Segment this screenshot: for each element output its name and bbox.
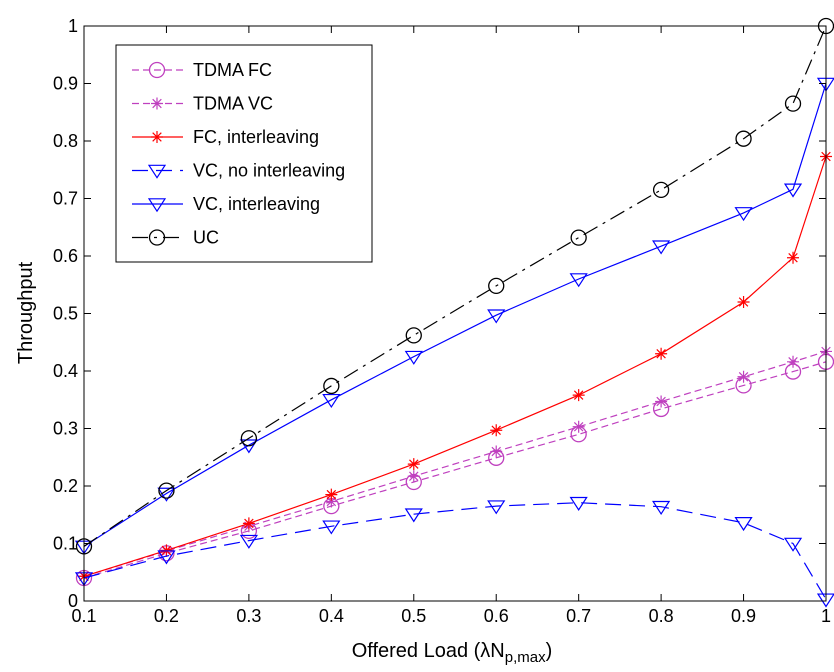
x-tick-label: 0.6 (484, 606, 509, 626)
data-point (787, 355, 800, 368)
legend: TDMA FC TDMA VC FC, interleaving VC, no int… (115, 44, 373, 263)
data-point (323, 377, 340, 395)
data-point (572, 420, 585, 433)
legend-marker (151, 131, 163, 143)
data-point (404, 508, 423, 523)
data-point (158, 482, 175, 499)
y-tick-label: 0.7 (53, 189, 78, 209)
y-tick-label: 0.6 (53, 246, 78, 266)
y-tick-label: 0.9 (53, 74, 78, 94)
y-axis-label: Throughput (15, 261, 37, 364)
legend-label: FC, interleaving (193, 127, 319, 147)
data-point (783, 183, 803, 198)
legend-marker (148, 229, 166, 246)
data-point (652, 500, 671, 516)
data-point (322, 520, 341, 535)
data-point (572, 389, 585, 402)
data-point (734, 517, 753, 532)
y-tick-label: 0.8 (53, 131, 78, 151)
x-tick-label: 0.8 (649, 606, 674, 626)
y-tick-label: 0.1 (53, 534, 78, 554)
data-point (734, 207, 753, 222)
data-point (242, 517, 255, 530)
data-point (655, 347, 668, 360)
x-axis-label: Offered Load (λNp,max) (352, 640, 553, 666)
x-tick-label: 0.3 (236, 606, 261, 626)
data-point (157, 550, 176, 565)
data-point (784, 95, 802, 112)
legend-entry: TDMA FC (132, 60, 272, 80)
series-line (83, 361, 827, 579)
x-tick-label: 0.5 (401, 606, 426, 626)
tick-layer: 0.1 0.2 0.3 0.4 0.5 0.6 0.7 0.8 0.9 100.10.20.30.… (53, 16, 831, 626)
data-point (157, 487, 176, 502)
data-point (239, 534, 258, 549)
data-point (487, 500, 506, 515)
data-point (569, 273, 588, 288)
legend-entry: VC, no interleaving (132, 161, 345, 181)
series-line (83, 502, 827, 600)
data-point (325, 488, 338, 501)
legend-marker (147, 198, 167, 213)
data-point (652, 240, 671, 255)
x-tick-label: 0.4 (319, 606, 344, 626)
y-tick-label: 0.4 (53, 361, 78, 381)
data-point (787, 251, 800, 264)
legend-entry: VC, interleaving (132, 194, 320, 214)
series-line (83, 25, 827, 547)
data-point (655, 395, 668, 408)
legend-entry: TDMA VC (132, 94, 273, 114)
series-line (83, 83, 827, 547)
data-point (652, 181, 670, 199)
data-point (490, 424, 503, 437)
x-axis-label-subscript: p,max (505, 649, 546, 666)
series-4 (74, 496, 834, 608)
y-tick-label: 0.3 (53, 419, 78, 439)
plot-frame (83, 25, 827, 602)
y-tick-label: 0 (68, 591, 78, 611)
data-point (404, 350, 423, 365)
legend-label: VC, interleaving (193, 194, 320, 214)
data-point (487, 309, 506, 324)
data-point (735, 130, 752, 147)
x-tick-label: 0.7 (566, 606, 591, 626)
data-point (407, 458, 420, 471)
x-tick-label: 0.9 (731, 606, 756, 626)
series-layer (74, 17, 834, 608)
x-tick-label: 0.1 (71, 606, 96, 626)
data-point (488, 277, 505, 295)
legend-label: TDMA VC (193, 94, 273, 114)
y-tick-label: 0.5 (53, 304, 78, 324)
legend-label: UC (193, 228, 219, 248)
data-point (570, 229, 587, 246)
x-tick-label: 0.2 (154, 606, 179, 626)
x-tick-label: 1 (821, 606, 831, 626)
data-point (737, 296, 750, 308)
legend-label: TDMA FC (193, 60, 272, 80)
y-tick-label: 0.2 (53, 476, 78, 496)
data-point (490, 445, 503, 458)
legend-label: VC, no interleaving (193, 161, 345, 181)
data-point (405, 327, 422, 344)
data-point (240, 430, 258, 447)
data-point (322, 393, 341, 409)
legend-marker (148, 61, 166, 79)
data-point (239, 439, 258, 454)
data-point (407, 470, 420, 483)
y-tick-label: 1 (68, 16, 78, 36)
legend-marker (147, 164, 167, 179)
legend-box (115, 44, 373, 263)
legend-entry: FC, interleaving (132, 127, 319, 147)
data-point (569, 496, 588, 511)
data-point (325, 495, 338, 508)
x-axis-label-main: Offered Load (λN (352, 640, 505, 662)
data-point (737, 370, 750, 383)
x-axis-label-close: ) (546, 640, 553, 662)
legend-entry: UC (132, 228, 219, 248)
series-5 (74, 77, 834, 555)
legend-marker (151, 97, 163, 110)
data-point (783, 537, 803, 552)
